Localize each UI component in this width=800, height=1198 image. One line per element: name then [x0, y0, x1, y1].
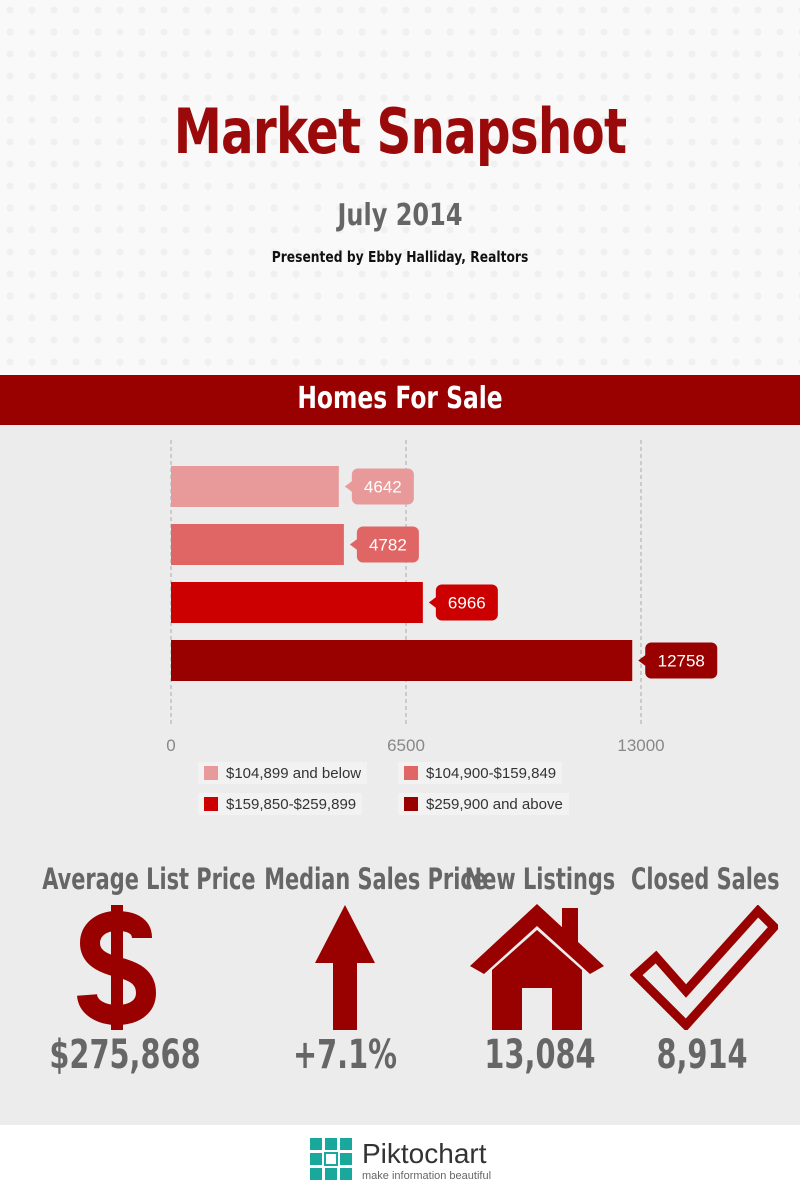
data-label-pointer-1 — [344, 480, 353, 493]
piktochart-logo-icon — [310, 1138, 352, 1180]
bar-1 — [171, 466, 339, 507]
legend-label-4: $259,900 and above — [426, 795, 563, 813]
brand-tagline: make information beautiful — [362, 1170, 492, 1182]
legend-label-2: $104,900-$159,849 — [426, 764, 557, 782]
data-label-pointer-2 — [349, 538, 358, 551]
data-label-4: 12758 — [658, 652, 705, 671]
x-tick-label-2: 6500 — [387, 736, 425, 755]
stat-value-closed-sales: 8,914 — [656, 1032, 748, 1078]
report-date: July 2014 — [337, 198, 463, 233]
legend-swatch-1 — [204, 766, 218, 780]
arrow-up-icon — [315, 905, 375, 1030]
legend-item-3: $159,850-$259,899 — [198, 793, 363, 815]
bar-2 — [171, 524, 344, 565]
legend-label-3: $159,850-$259,899 — [226, 795, 357, 813]
data-label-box-2 — [356, 526, 419, 563]
stat-value-avg-list-price: $275,868 — [49, 1032, 201, 1078]
legend-item-2: $104,900-$159,849 — [398, 762, 563, 784]
bar-3 — [171, 582, 423, 623]
legend-label-1: $104,899 and below — [226, 764, 362, 782]
data-label-box-4 — [645, 642, 718, 679]
data-label-box-1 — [351, 468, 414, 505]
stat-value-new-listings: 13,084 — [484, 1032, 596, 1078]
legend-swatch-2 — [404, 766, 418, 780]
bar-chart: 0 6500 13000 4642 4782 6966 12758 — [166, 440, 718, 755]
dollar-icon — [77, 905, 157, 1030]
legend-swatch-3 — [204, 797, 218, 811]
legend-swatch-4 — [404, 797, 418, 811]
stat-label-closed-sales: Closed Sales — [631, 862, 780, 896]
stat-label-avg-list-price: Average List Price — [42, 862, 256, 896]
page-title: Market Snapshot — [173, 95, 627, 168]
brand-name: Piktochart — [362, 1138, 487, 1169]
section-title: Homes For Sale — [297, 381, 503, 416]
legend-item-4: $259,900 and above — [398, 793, 569, 815]
presented-by: Presented by Ebby Halliday, Realtors — [271, 248, 529, 266]
stat-value-median-sales-price: +7.1% — [292, 1032, 397, 1078]
stat-label-new-listings: New Listings — [464, 862, 616, 896]
stat-label-median-sales-price: Median Sales Price — [264, 862, 487, 896]
checkmark-icon — [630, 905, 778, 1030]
data-label-1: 4642 — [364, 478, 402, 497]
header-background — [0, 0, 800, 375]
data-label-box-3 — [435, 584, 498, 621]
section-banner — [0, 375, 800, 425]
x-tick-label-1: 0 — [166, 736, 175, 755]
footer — [0, 1125, 800, 1198]
bar-4 — [171, 640, 633, 681]
data-label-3: 6966 — [448, 594, 486, 613]
data-label-2: 4782 — [369, 536, 407, 555]
data-label-pointer-4 — [638, 654, 647, 667]
house-icon — [470, 904, 604, 1030]
legend-item-1: $104,899 and below — [198, 762, 368, 784]
x-tick-label-3: 13000 — [617, 736, 664, 755]
data-label-pointer-3 — [428, 596, 437, 609]
